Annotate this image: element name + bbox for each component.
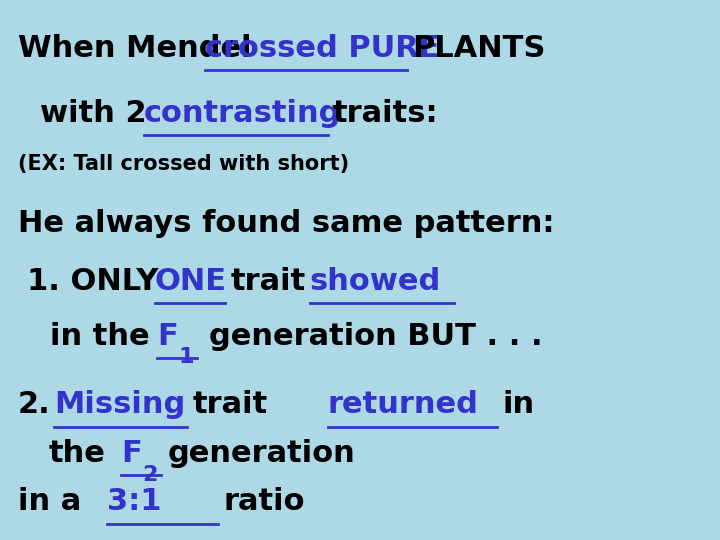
Text: 3:1: 3:1: [107, 487, 161, 516]
Text: He always found same pattern:: He always found same pattern:: [18, 209, 554, 238]
Text: contrasting: contrasting: [144, 98, 341, 127]
Text: the: the: [49, 438, 106, 468]
Text: F: F: [157, 321, 178, 350]
Text: PLANTS: PLANTS: [413, 33, 546, 63]
Text: F: F: [121, 438, 142, 468]
Text: showed: showed: [310, 267, 441, 296]
Text: returned: returned: [328, 390, 479, 419]
Text: traits:: traits:: [333, 98, 438, 127]
Text: in a: in a: [18, 487, 81, 516]
Text: generation BUT . . .: generation BUT . . .: [209, 321, 542, 350]
Text: When Mendel: When Mendel: [18, 33, 251, 63]
Text: in: in: [503, 390, 535, 419]
Text: ratio: ratio: [224, 487, 305, 516]
Text: ONE: ONE: [155, 267, 227, 296]
Text: with 2: with 2: [40, 98, 146, 127]
Text: generation: generation: [168, 438, 356, 468]
Text: (EX: Tall crossed with short): (EX: Tall crossed with short): [18, 154, 349, 174]
Text: 2.: 2.: [18, 390, 50, 419]
Text: trait: trait: [193, 390, 269, 419]
Text: crossed PURE: crossed PURE: [205, 33, 440, 63]
Text: Missing: Missing: [54, 390, 185, 419]
Text: trait: trait: [230, 267, 306, 296]
Text: 1: 1: [179, 347, 194, 367]
Text: in the: in the: [50, 321, 150, 350]
Text: 1. ONLY: 1. ONLY: [27, 267, 158, 296]
Text: 2: 2: [143, 464, 158, 484]
